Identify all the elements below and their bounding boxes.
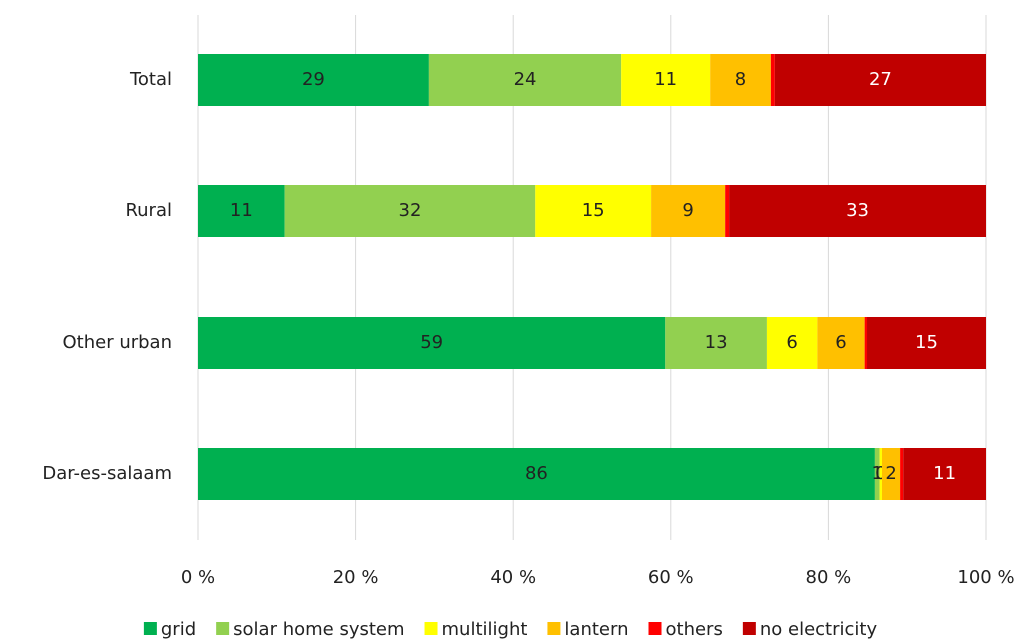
legend-label: grid [161,619,196,640]
bar-segment [874,448,880,500]
data-label: 13 [705,332,728,353]
x-tick-label: 80 % [806,567,852,588]
data-label: 2 [885,463,896,484]
legend-label: solar home system [233,619,404,640]
bar-segment [770,54,775,106]
x-tick-label: 0 % [181,567,215,588]
bar-segment [198,185,285,237]
data-label: 8 [735,69,746,90]
bar-segment [198,448,875,500]
x-tick-label: 100 % [957,567,1014,588]
bar-segment [428,54,622,106]
data-label: 15 [582,200,605,221]
legend-swatch [424,622,438,635]
bar-segment [774,54,986,106]
legend-label: no electricity [760,619,878,640]
legend-label: lantern [564,619,628,640]
legend-swatch [143,622,157,635]
bar-segment [766,317,818,369]
legend-swatch [216,622,230,635]
data-label: 33 [846,200,869,221]
data-label: 24 [514,69,537,90]
data-label: 59 [420,332,443,353]
bar-segment [900,448,904,500]
bar-segment [710,54,771,106]
bar-segment [284,185,536,237]
legend-label: others [666,619,723,640]
bar-segment [729,185,986,237]
bar-segment [879,448,882,500]
bar-segment [198,54,429,106]
legend-swatch [648,622,662,635]
data-label: 86 [525,463,548,484]
data-label: 9 [682,200,693,221]
data-label: 15 [915,332,938,353]
bar-segment [198,317,666,369]
bar-segment [725,185,730,237]
bar-segment [665,317,767,369]
bar-segment [817,317,865,369]
data-label: 0 [875,463,886,484]
data-label: 11 [933,463,956,484]
data-label: 6 [835,332,846,353]
legend: grid solar home system multilight lantern ot… [143,619,878,640]
legend-swatch [547,622,561,635]
data-label: 29 [302,69,325,90]
data-label: 32 [399,200,422,221]
x-tick-label: 40 % [490,567,536,588]
data-label: 27 [869,69,892,90]
bar-segment [881,448,901,500]
x-tick-label: 60 % [648,567,694,588]
legend-swatch [742,622,756,635]
bar-segment [651,185,726,237]
bar-segment [621,54,711,106]
y-tick-label: Dar-es-salaam [42,463,172,484]
data-label: 6 [786,332,797,353]
bar-segment [864,317,868,369]
bar-segment [867,317,986,369]
data-label: 11 [230,200,253,221]
y-tick-label: Total [129,69,172,90]
bar-segment [903,448,986,500]
x-tick-label: 20 % [333,567,379,588]
bar-segment [535,185,652,237]
legend-label: multilight [442,619,528,640]
data-label: 1 [872,463,883,484]
data-label: 11 [654,69,677,90]
y-tick-label: Rural [125,200,172,221]
y-tick-label: Other urban [62,332,172,353]
